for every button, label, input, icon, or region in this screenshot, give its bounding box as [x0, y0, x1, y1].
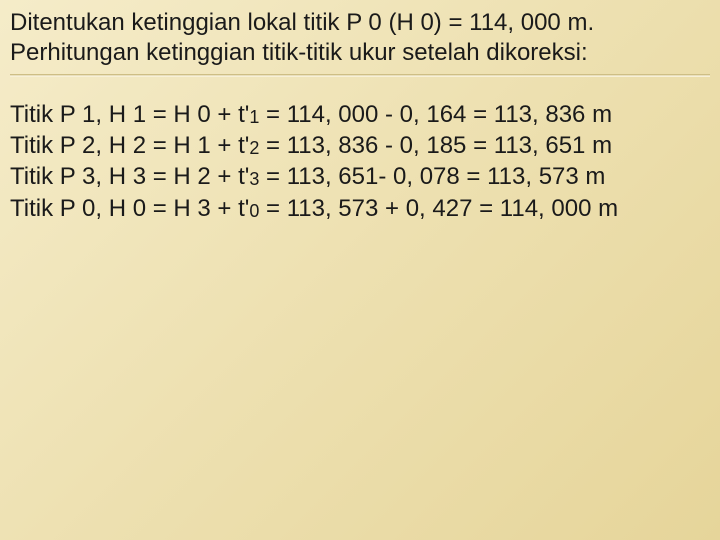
calc-block: Titik P 1, H 1 = H 0 + t'1 = 114, 000 - …: [10, 99, 710, 224]
slide-content: Ditentukan ketinggian lokal titik P 0 (H…: [0, 0, 720, 224]
calc-row: Titik P 3, H 3 = H 2 + t'3 = 113, 651- 0…: [10, 161, 710, 192]
calc-expr: = 113, 836 - 0, 185 = 113, 651 m: [259, 132, 612, 159]
calc-expr: = 113, 651- 0, 078 = 113, 573 m: [259, 163, 605, 190]
calc-prefix: Titik P 2, H 2 = H 1 + t': [10, 132, 249, 159]
calc-subscript: 2: [249, 138, 259, 158]
intro-line2: Perhitungan ketinggian titik-titik ukur …: [10, 39, 588, 66]
calc-prefix: Titik P 0, H 0 = H 3 + t': [10, 195, 249, 222]
calc-row: Titik P 1, H 1 = H 0 + t'1 = 114, 000 - …: [10, 99, 710, 130]
divider: [10, 74, 710, 77]
calc-expr: = 113, 573 + 0, 427 = 114, 000 m: [259, 195, 618, 222]
calc-subscript: 3: [249, 169, 259, 189]
calc-subscript: 0: [249, 201, 259, 221]
calc-expr: = 114, 000 - 0, 164 = 113, 836 m: [259, 101, 612, 128]
calc-prefix: Titik P 1, H 1 = H 0 + t': [10, 101, 249, 128]
calc-prefix: Titik P 3, H 3 = H 2 + t': [10, 163, 249, 190]
calc-row: Titik P 0, H 0 = H 3 + t'0 = 113, 573 + …: [10, 193, 710, 224]
intro-line1-b: 114, 000 m.: [469, 9, 594, 36]
intro-line1-a: Ditentukan ketinggian lokal titik P 0 (H…: [10, 9, 469, 36]
intro-block: Ditentukan ketinggian lokal titik P 0 (H…: [10, 8, 710, 68]
calc-subscript: 1: [249, 107, 259, 127]
calc-row: Titik P 2, H 2 = H 1 + t'2 = 113, 836 - …: [10, 130, 710, 161]
